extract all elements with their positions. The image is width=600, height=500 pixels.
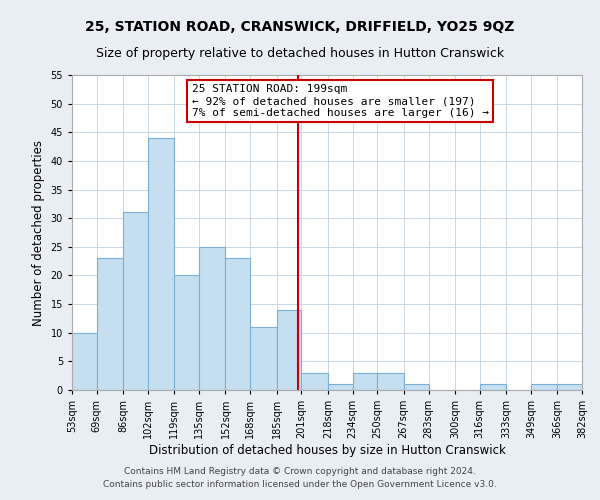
Bar: [199, 247, 226, 390]
Bar: [277, 310, 301, 390]
Text: Contains public sector information licensed under the Open Government Licence v3: Contains public sector information licen…: [103, 480, 497, 489]
Bar: [148, 138, 175, 390]
Text: Size of property relative to detached houses in Hutton Cranswick: Size of property relative to detached ho…: [96, 48, 504, 60]
Bar: [301, 373, 328, 390]
Bar: [175, 276, 199, 390]
Bar: [123, 212, 148, 390]
Y-axis label: Number of detached properties: Number of detached properties: [32, 140, 45, 326]
Bar: [531, 384, 557, 390]
Bar: [328, 384, 353, 390]
Text: 25, STATION ROAD, CRANSWICK, DRIFFIELD, YO25 9QZ: 25, STATION ROAD, CRANSWICK, DRIFFIELD, …: [85, 20, 515, 34]
Bar: [97, 258, 123, 390]
Bar: [479, 384, 506, 390]
Text: 25 STATION ROAD: 199sqm
← 92% of detached houses are smaller (197)
7% of semi-de: 25 STATION ROAD: 199sqm ← 92% of detache…: [192, 84, 489, 117]
Bar: [404, 384, 428, 390]
Bar: [72, 332, 97, 390]
Bar: [377, 373, 404, 390]
X-axis label: Distribution of detached houses by size in Hutton Cranswick: Distribution of detached houses by size …: [149, 444, 505, 457]
Bar: [557, 384, 582, 390]
Bar: [226, 258, 250, 390]
Bar: [353, 373, 377, 390]
Bar: [250, 327, 277, 390]
Text: Contains HM Land Registry data © Crown copyright and database right 2024.: Contains HM Land Registry data © Crown c…: [124, 467, 476, 476]
